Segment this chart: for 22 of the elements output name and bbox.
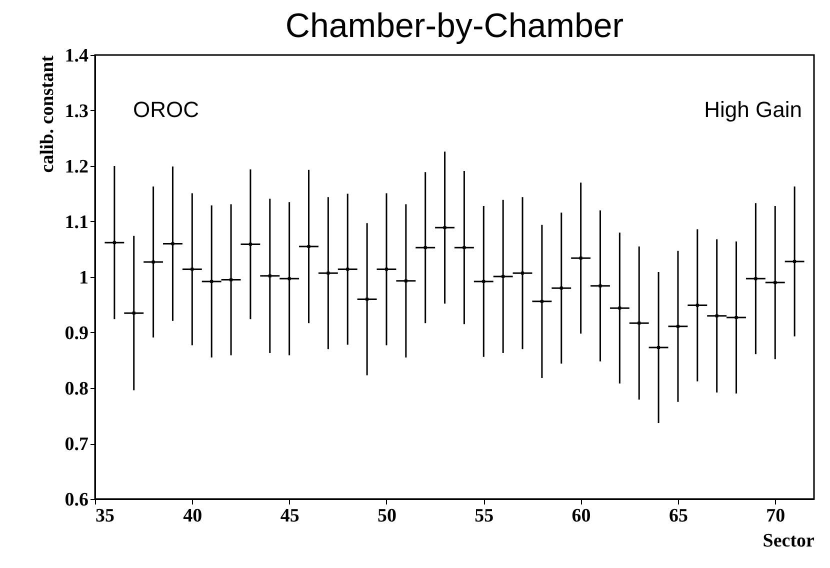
y-tick-label: 1.2 xyxy=(64,156,88,178)
x-tick-label: 60 xyxy=(572,506,591,526)
x-tick-label: 40 xyxy=(183,506,202,526)
chart-title: Chamber-by-Chamber xyxy=(285,7,624,45)
y-tick-label: 0.6 xyxy=(64,490,88,510)
x-tick-label: 65 xyxy=(668,506,688,526)
x-tick-label: 45 xyxy=(280,506,300,526)
y-tick-label: 1 xyxy=(79,268,88,288)
y-tick-label: 0.7 xyxy=(64,434,89,455)
y-tick-label: 1.3 xyxy=(64,101,88,122)
y-tick-label: 0.9 xyxy=(64,323,88,344)
x-tick-label: 70 xyxy=(766,506,786,526)
x-tick-label: 55 xyxy=(474,506,494,526)
y-tick-label: 1.1 xyxy=(64,212,88,233)
annotation: OROC xyxy=(133,97,200,122)
y-tick-label: 1.4 xyxy=(64,46,89,66)
y-axis-title: calib. constant xyxy=(36,54,58,173)
x-axis-title: Sector xyxy=(762,530,816,552)
x-tick-label: 35 xyxy=(96,506,114,526)
annotation: High Gain xyxy=(704,97,802,122)
y-tick-label: 0.8 xyxy=(64,378,88,400)
x-tick-label: 50 xyxy=(377,506,396,526)
